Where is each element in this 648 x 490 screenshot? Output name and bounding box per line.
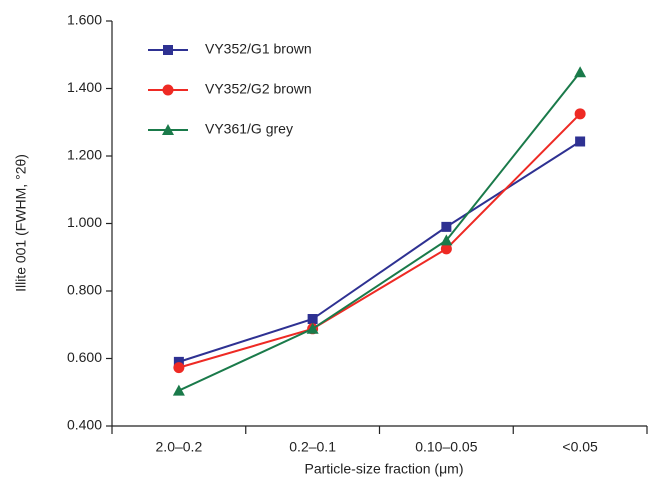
y-tick-label: 0.400: [67, 417, 102, 433]
x-tick-label: 0.10–0.05: [415, 439, 477, 455]
legend-label: VY352/G2 brown: [205, 81, 312, 97]
y-tick-label: 1.000: [67, 214, 102, 230]
marker: [574, 66, 587, 78]
series-line: [178, 71, 581, 392]
marker: [441, 221, 452, 232]
legend-label: VY352/G1 brown: [205, 41, 312, 57]
y-tick-label: 0.600: [67, 349, 102, 365]
x-axis-label: Particle-size fraction (μm): [305, 461, 464, 477]
marker: [574, 108, 586, 120]
marker: [307, 314, 318, 325]
marker: [162, 84, 174, 96]
series-line: [178, 113, 581, 369]
marker: [575, 136, 586, 147]
marker: [173, 356, 184, 367]
marker: [163, 45, 173, 55]
marker: [162, 124, 174, 135]
y-axis-label: Illite 001 (FWHM, °2θ): [13, 154, 29, 292]
x-tick-label: 2.0–0.2: [156, 439, 203, 455]
y-tick-label: 1.400: [67, 79, 102, 95]
y-tick-label: 1.200: [67, 147, 102, 163]
x-tick-label: <0.05: [562, 439, 598, 455]
marker: [173, 362, 185, 374]
marker: [440, 234, 453, 246]
marker: [306, 322, 319, 334]
marker: [172, 384, 185, 396]
x-tick-label: 0.2–0.1: [289, 439, 336, 455]
series-line: [178, 140, 581, 363]
y-tick-label: 1.600: [67, 12, 102, 28]
y-tick-label: 0.800: [67, 282, 102, 298]
marker: [440, 243, 452, 255]
legend-label: VY361/G grey: [205, 121, 293, 137]
